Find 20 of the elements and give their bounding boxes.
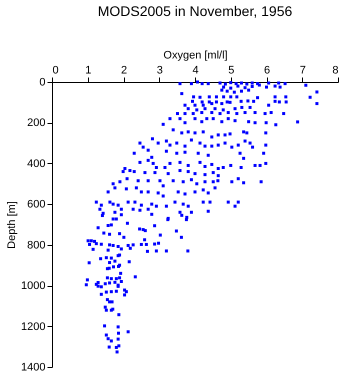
x-tick-label: 6 bbox=[264, 64, 270, 76]
y-tick-label: 1200 bbox=[21, 320, 46, 333]
x-tick-label: 8 bbox=[332, 64, 338, 76]
y-tick-label: 600 bbox=[27, 198, 46, 211]
chart-title: MODS2005 in November, 1956 bbox=[98, 3, 292, 19]
y-tick-label: 0 bbox=[39, 76, 46, 88]
x-tick-label: 1 bbox=[85, 64, 92, 76]
x-tick-label: 7 bbox=[300, 64, 306, 76]
y-tick-label: 1000 bbox=[21, 280, 46, 292]
y-tick-label: 1400 bbox=[21, 362, 46, 374]
x-tick-label: 2 bbox=[120, 64, 128, 76]
y-tick-label: 200 bbox=[27, 117, 46, 130]
x-tick-label: 5 bbox=[228, 64, 234, 76]
y-tick-label: 800 bbox=[27, 239, 46, 252]
y-tick-label: 400 bbox=[27, 158, 46, 170]
x-tick-label: 0 bbox=[52, 64, 59, 76]
x-tick-label: 4 bbox=[192, 64, 199, 76]
x-tick-label: 3 bbox=[156, 64, 163, 76]
x-axis-title: Oxygen [ml/l] bbox=[163, 50, 228, 62]
y-axis-title: Depth [m] bbox=[6, 201, 18, 249]
